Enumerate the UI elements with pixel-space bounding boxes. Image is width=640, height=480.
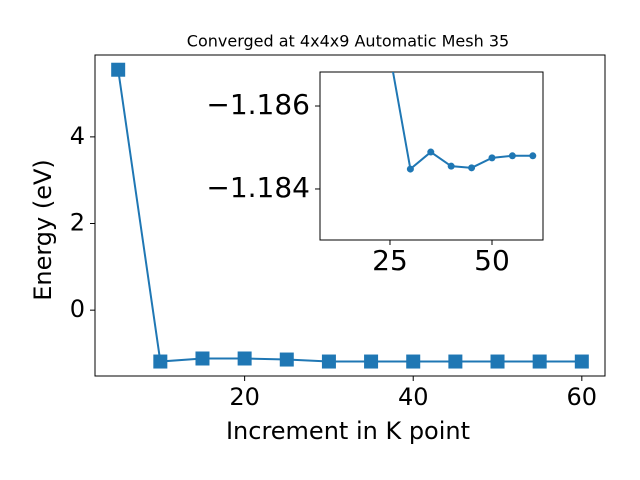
x-tick-label: 25 [372,244,408,277]
x-tick-label: 60 [567,383,598,411]
marker [406,354,421,369]
marker [364,354,379,369]
y-tick-label: 4 [70,122,85,150]
marker [111,62,126,77]
marker [195,351,210,366]
x-tick-label: 50 [474,244,510,277]
marker [448,354,463,369]
marker [532,354,547,369]
x-axis-label: Increment in K point [226,417,470,445]
marker [447,162,455,170]
y-tick-label: 2 [70,209,85,237]
line [117,69,582,363]
marker [406,165,414,173]
y-tick-label: −1.186 [206,88,310,121]
chart-title: Converged at 4x4x9 Automatic Mesh 35 [187,32,509,51]
x-tick-label: 20 [229,383,260,411]
marker [279,352,294,367]
x-tick-label: 40 [398,383,429,411]
series-group [392,72,537,173]
y-tick-label: 0 [70,295,85,323]
marker [321,354,336,369]
marker [488,154,496,162]
marker [490,354,505,369]
y-tick-label: −1.184 [206,171,310,204]
marker [529,152,537,160]
marker [468,164,476,172]
marker [508,152,516,160]
marker [153,354,168,369]
y-axis-label: Energy (eV) [29,159,57,301]
marker [574,354,589,369]
marker [427,148,435,156]
marker [237,351,252,366]
